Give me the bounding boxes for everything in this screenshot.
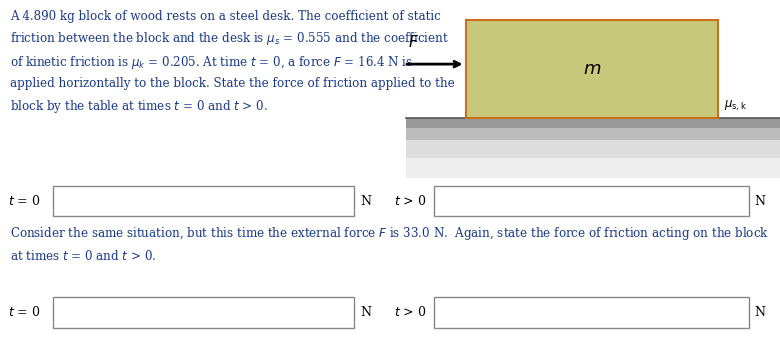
Text: $t$ = 0: $t$ = 0 bbox=[8, 194, 41, 208]
Text: $t$ > 0: $t$ > 0 bbox=[394, 306, 427, 319]
Bar bbox=[53, 297, 354, 327]
Text: $F$: $F$ bbox=[408, 34, 419, 50]
Text: N: N bbox=[755, 195, 766, 208]
Text: A 4.890 kg block of wood rests on a steel desk. The coefficient of static
fricti: A 4.890 kg block of wood rests on a stee… bbox=[10, 10, 455, 115]
Bar bbox=[434, 186, 749, 216]
Text: $\mu_{\mathregular{s,k}}$: $\mu_{\mathregular{s,k}}$ bbox=[724, 99, 746, 113]
Text: N: N bbox=[755, 306, 766, 319]
Text: $t$ = 0: $t$ = 0 bbox=[8, 306, 41, 319]
Bar bbox=[466, 20, 718, 118]
Text: $t$ > 0: $t$ > 0 bbox=[394, 194, 427, 208]
Bar bbox=[53, 186, 354, 216]
Text: $m$: $m$ bbox=[583, 60, 601, 78]
Bar bbox=[406, 140, 780, 158]
Text: N: N bbox=[360, 195, 371, 208]
Bar bbox=[406, 158, 780, 178]
Bar bbox=[406, 118, 780, 129]
Bar bbox=[406, 129, 780, 140]
Text: Consider the same situation, but this time the external force $F$ is 33.0 N.  Ag: Consider the same situation, but this ti… bbox=[10, 225, 769, 263]
Text: N: N bbox=[360, 306, 371, 319]
Bar bbox=[434, 297, 749, 327]
